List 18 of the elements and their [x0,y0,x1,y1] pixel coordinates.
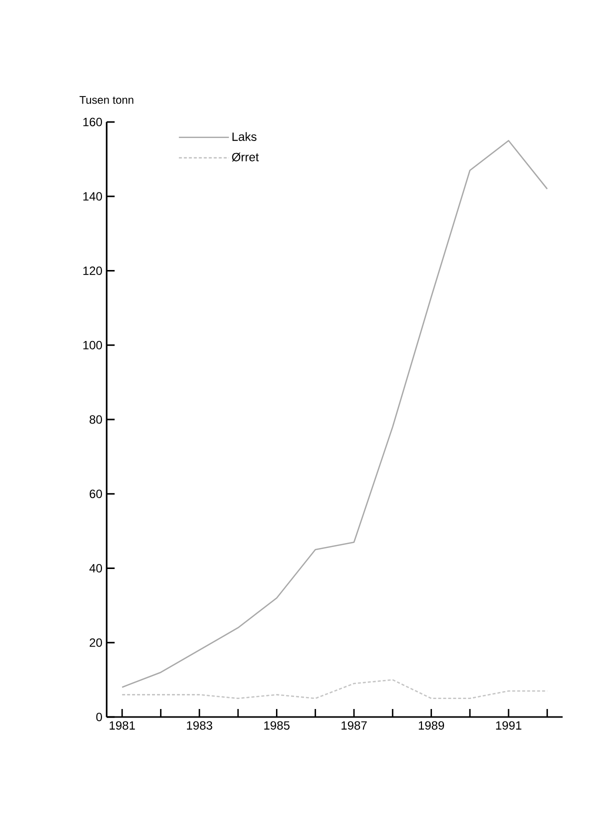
y-tick-label: 0 [96,712,102,722]
legend-label: Laks [232,132,257,141]
y-tick-label: 20 [90,638,102,647]
x-tick-label: 1981 [110,721,136,730]
x-tick-label: 1991 [496,721,522,730]
x-tick-label: 1983 [187,721,212,730]
x-tick-label: 1985 [264,721,290,730]
x-tick-label: 1989 [419,721,444,730]
y-tick-label: 100 [84,340,102,350]
y-tick-label: 80 [90,415,102,424]
y-tick-label: 140 [84,192,102,201]
y-axis-title: Tusen tonn [80,96,134,104]
x-tick-label: 1987 [342,721,367,730]
y-tick-label: 160 [84,118,102,126]
legend-label: Ørret [232,152,259,162]
y-tick-label: 40 [90,564,102,572]
y-tick-label: 120 [84,266,102,276]
y-tick-label: 60 [90,490,102,498]
